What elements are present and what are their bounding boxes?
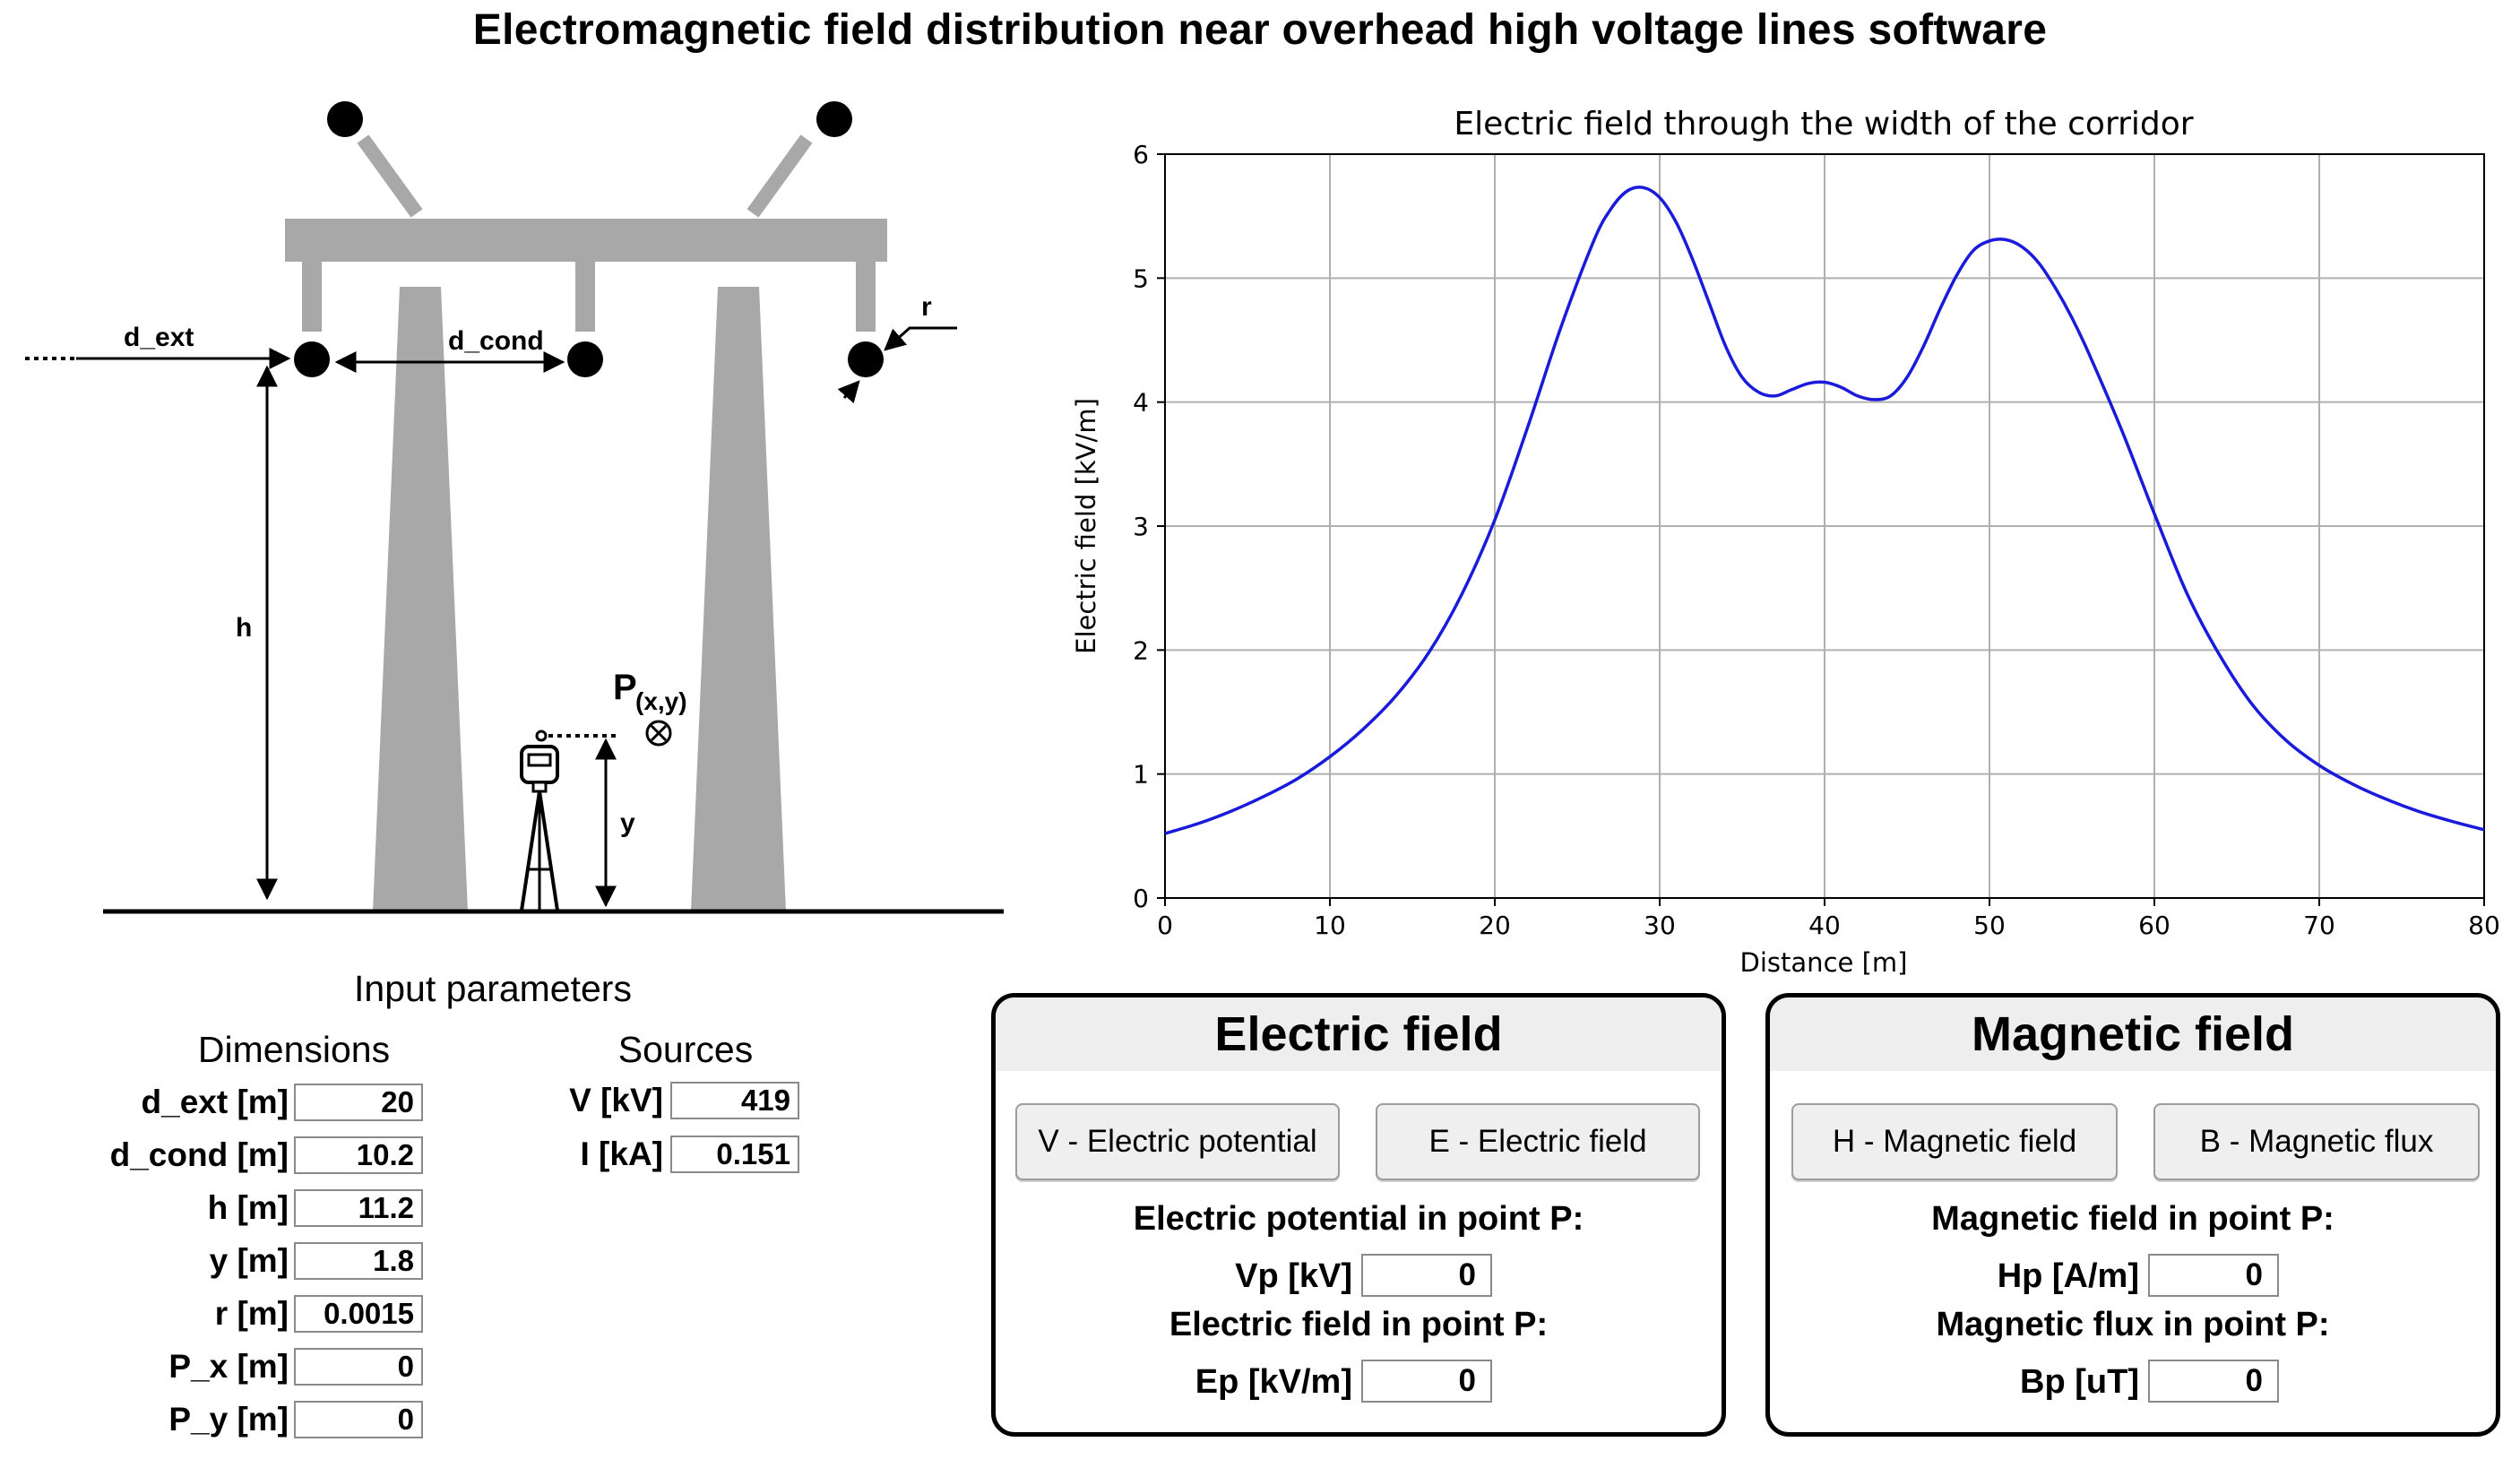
field-label: V [kV] bbox=[569, 1082, 663, 1118]
electric-field-chart: Electric field through the width of the … bbox=[1071, 106, 2500, 978]
x-tick-label: 30 bbox=[1644, 911, 1676, 940]
p-y-input[interactable] bbox=[294, 1401, 423, 1438]
x-tick-label: 20 bbox=[1479, 911, 1511, 940]
point-p-label: P bbox=[613, 668, 637, 707]
x-tick-label: 70 bbox=[2303, 911, 2335, 940]
y-label: y bbox=[620, 808, 635, 838]
d-cond-label: d_cond bbox=[448, 326, 544, 356]
d-cond-input[interactable] bbox=[294, 1136, 423, 1174]
y-tick-label: 6 bbox=[1133, 140, 1149, 169]
y-tick-label: 0 bbox=[1133, 884, 1149, 913]
conductor-right bbox=[848, 341, 884, 377]
x-tick-label: 80 bbox=[2468, 911, 2500, 940]
magnetic-flux-text: Magnetic flux in point P: bbox=[1936, 1306, 2330, 1343]
r-label: r bbox=[921, 292, 932, 322]
magnetic-field-button[interactable]: H - Magnetic field bbox=[1791, 1103, 2118, 1180]
hp-output bbox=[2148, 1254, 2279, 1297]
i-input[interactable] bbox=[670, 1136, 799, 1173]
hanger-middle bbox=[575, 260, 595, 332]
series-line-electric-field bbox=[1164, 186, 2485, 835]
x-tick-label: 50 bbox=[1973, 911, 2006, 940]
field-label: d_cond [m] bbox=[109, 1136, 289, 1173]
y-input[interactable] bbox=[294, 1242, 423, 1280]
dimensions-title: Dimensions bbox=[197, 1029, 391, 1070]
hp-label: Hp [A/m] bbox=[1997, 1257, 2139, 1295]
r-arrow-bottom bbox=[837, 380, 860, 404]
electric-field-panel: Electric field V - Electric potential E … bbox=[991, 993, 1726, 1437]
x-tick-label: 60 bbox=[2138, 911, 2170, 940]
ground-wire-right bbox=[816, 101, 852, 137]
field-label: P_y [m] bbox=[168, 1401, 289, 1438]
y-tick-label: 5 bbox=[1133, 263, 1149, 293]
x-tick-label: 40 bbox=[1808, 911, 1841, 940]
ep-label: Ep [kV/m] bbox=[1195, 1363, 1352, 1401]
magnetic-field-panel: Magnetic field H - Magnetic field B - Ma… bbox=[1765, 993, 2500, 1437]
r-input[interactable] bbox=[294, 1295, 423, 1333]
field-label: r [m] bbox=[214, 1295, 289, 1332]
field-label: I [kA] bbox=[580, 1136, 664, 1172]
h-label: h bbox=[236, 613, 252, 643]
field-label: d_ext [m] bbox=[141, 1084, 289, 1120]
magnetic-field-text: Magnetic field in point P: bbox=[1931, 1200, 2334, 1238]
ground-wire-left bbox=[327, 101, 363, 137]
magnetic-field-panel-title: Magnetic field bbox=[1770, 997, 2496, 1071]
electric-potential-button[interactable]: V - Electric potential bbox=[1015, 1103, 1340, 1180]
p-x-input[interactable] bbox=[294, 1348, 423, 1386]
vp-label: Vp [kV] bbox=[1235, 1257, 1352, 1295]
x-tick-label: 0 bbox=[1157, 911, 1173, 940]
v-input[interactable] bbox=[670, 1082, 799, 1119]
tripod-icon bbox=[520, 790, 541, 911]
electric-field-text: Electric field in point P: bbox=[1169, 1306, 1549, 1343]
ep-row: Ep [kV/m] bbox=[996, 1360, 1722, 1404]
tower-leg-left bbox=[373, 287, 468, 911]
r-arrow-top bbox=[884, 326, 957, 351]
bp-label: Bp [uT] bbox=[2020, 1363, 2139, 1401]
hp-row: Hp [A/m] bbox=[1770, 1254, 2496, 1299]
input-parameters-title: Input parameters bbox=[354, 968, 632, 1009]
h-input[interactable] bbox=[294, 1189, 423, 1227]
conductor-middle bbox=[567, 341, 603, 377]
sources-title: Sources bbox=[617, 1029, 754, 1070]
electric-field-button[interactable]: E - Electric field bbox=[1376, 1103, 1700, 1180]
hanger-left bbox=[302, 260, 322, 332]
bp-row: Bp [uT] bbox=[1770, 1360, 2496, 1404]
tower-leg-right bbox=[691, 287, 786, 911]
tower-crossarm bbox=[285, 219, 887, 262]
magnetic-flux-button[interactable]: B - Magnetic flux bbox=[2153, 1103, 2480, 1180]
d-ext-label: d_ext bbox=[124, 323, 194, 352]
field-label: P_x [m] bbox=[168, 1348, 289, 1385]
left-insulator-arm bbox=[357, 134, 423, 218]
y-tick-label: 3 bbox=[1133, 512, 1149, 541]
hanger-right bbox=[856, 260, 876, 332]
vp-row: Vp [kV] bbox=[996, 1254, 1722, 1299]
x-tick-label: 10 bbox=[1314, 911, 1346, 940]
y-axis-label: Electric field [kV/m] bbox=[1071, 398, 1101, 654]
bp-output bbox=[2148, 1360, 2279, 1403]
ep-output bbox=[1361, 1360, 1492, 1403]
main-title: Electromagnetic field distribution near … bbox=[472, 6, 2048, 54]
tower-diagram: d_ext d_cond r h P (x,y) y bbox=[25, 101, 1004, 914]
electric-field-panel-title: Electric field bbox=[996, 997, 1722, 1071]
point-p-subscript: (x,y) bbox=[635, 687, 687, 715]
conductor-left bbox=[294, 341, 330, 377]
y-tick-label: 2 bbox=[1133, 635, 1149, 665]
electric-potential-text: Electric potential in point P: bbox=[1133, 1200, 1584, 1238]
field-label: y [m] bbox=[209, 1242, 289, 1279]
right-insulator-arm bbox=[747, 134, 813, 218]
y-tick-label: 1 bbox=[1133, 760, 1149, 790]
x-axis-label: Distance [m] bbox=[1740, 947, 1908, 978]
y-tick-label: 4 bbox=[1133, 388, 1149, 418]
field-label: h [m] bbox=[207, 1189, 289, 1226]
vp-output bbox=[1361, 1254, 1492, 1297]
chart-title: Electric field through the width of the … bbox=[1454, 106, 2193, 142]
d-ext-input[interactable] bbox=[294, 1084, 423, 1121]
